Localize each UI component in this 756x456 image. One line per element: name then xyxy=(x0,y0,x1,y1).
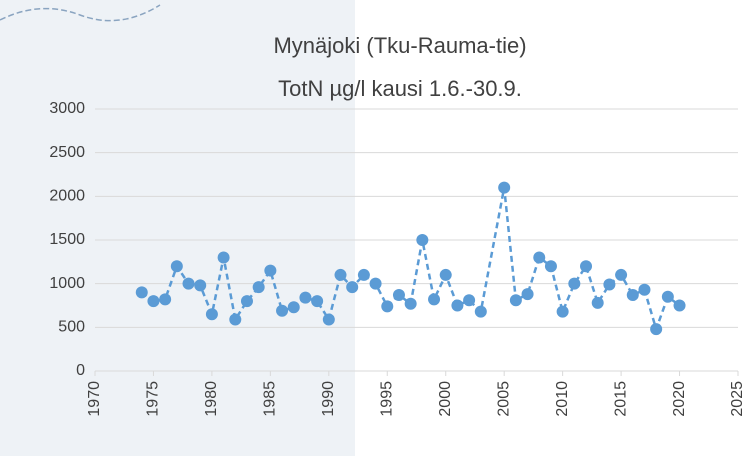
data-point xyxy=(135,286,148,299)
x-tick-label: 2000 xyxy=(437,381,454,417)
x-tick-label: 1975 xyxy=(145,381,162,417)
data-point xyxy=(170,260,183,273)
data-point xyxy=(217,251,230,264)
data-point xyxy=(264,264,277,277)
data-line xyxy=(141,187,681,334)
x-tick-label: 2010 xyxy=(554,381,571,417)
x-tick-label: 2025 xyxy=(729,381,746,417)
data-point xyxy=(661,290,674,303)
data-point xyxy=(229,313,242,326)
chart-subtitle: TotN µg/l kausi 1.6.-30.9. xyxy=(278,76,522,101)
data-point xyxy=(603,278,616,291)
y-tick-label: 0 xyxy=(76,362,85,379)
data-point xyxy=(638,283,651,296)
data-point xyxy=(533,251,546,264)
data-point xyxy=(357,268,370,281)
data-point xyxy=(369,277,382,290)
x-tick-label: 2005 xyxy=(495,381,512,417)
data-point xyxy=(346,281,359,294)
y-tick-label: 2500 xyxy=(49,144,85,161)
data-point xyxy=(159,293,172,306)
background-map xyxy=(0,0,355,456)
data-point xyxy=(556,305,569,318)
data-point xyxy=(381,300,394,313)
data-point xyxy=(147,295,160,308)
background xyxy=(355,0,756,456)
data-point xyxy=(474,305,487,318)
x-tick-label: 1970 xyxy=(86,381,103,417)
data-point xyxy=(673,299,686,312)
data-point xyxy=(568,277,581,290)
y-tick-label: 3000 xyxy=(49,100,85,117)
data-point xyxy=(509,294,522,307)
data-point xyxy=(626,289,639,302)
data-point xyxy=(299,291,312,304)
data-point xyxy=(544,260,557,273)
data-point xyxy=(451,299,464,312)
data-point xyxy=(428,293,441,306)
y-tick-label: 2000 xyxy=(49,188,85,205)
x-tick-label: 2020 xyxy=(671,381,688,417)
data-point xyxy=(182,277,195,290)
data-point xyxy=(392,289,405,302)
data-point xyxy=(287,301,300,314)
data-point xyxy=(615,268,628,281)
data-point xyxy=(276,304,289,317)
data-point xyxy=(521,288,534,301)
x-tick-label: 1990 xyxy=(320,381,337,417)
data-point xyxy=(311,295,324,308)
x-tick-label: 1980 xyxy=(203,381,220,417)
x-tick-label: 1995 xyxy=(378,381,395,417)
data-point xyxy=(498,181,511,194)
data-point xyxy=(463,294,476,307)
data-point xyxy=(650,323,663,336)
y-tick-label: 1500 xyxy=(49,231,85,248)
x-tick-label: 1985 xyxy=(262,381,279,417)
data-point xyxy=(416,234,429,246)
x-tick-label: 2015 xyxy=(612,381,629,417)
y-tick-label: 500 xyxy=(58,319,85,336)
data-point xyxy=(334,268,347,281)
data-point xyxy=(194,279,207,292)
data-point xyxy=(322,313,335,326)
data-point xyxy=(580,260,593,273)
map-border xyxy=(0,4,161,22)
data-point xyxy=(252,281,265,294)
chart-title: Mynäjoki (Tku-Rauma-tie) xyxy=(273,33,526,58)
data-point xyxy=(240,295,253,308)
data-point xyxy=(591,296,604,309)
data-point xyxy=(439,268,452,281)
data-point xyxy=(404,297,417,310)
y-tick-label: 1000 xyxy=(49,275,85,292)
data-point xyxy=(205,308,218,321)
